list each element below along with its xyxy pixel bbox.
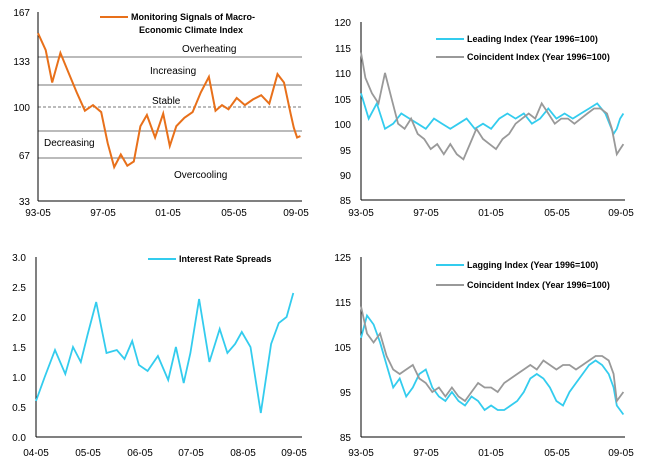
signals-ytick: 133 — [13, 57, 30, 68]
leading-ytick: 100 — [334, 120, 351, 131]
spreads-legend-label: Interest Rate Spreads — [179, 254, 272, 264]
lagging-xtick: 93-05 — [348, 448, 374, 459]
leading-ytick: 85 — [340, 196, 352, 207]
leading-ytick: 95 — [340, 146, 352, 157]
signals-xtick: 93-05 — [25, 208, 51, 219]
leading-legend-label: Leading Index (Year 1996=100) — [467, 34, 598, 44]
lagging-legend-label: Lagging Index (Year 1996=100) — [467, 260, 598, 270]
zone-label-overcooling: Overcooling — [174, 170, 227, 181]
coincident-index-line — [360, 52, 625, 161]
coincident-legend-label: Coincident Index (Year 1996=100) — [467, 280, 610, 290]
leading-chart: 120 115 110 105 100 95 90 85 93-05 97-05… — [334, 18, 634, 219]
lagging-ytick: 95 — [340, 388, 352, 399]
spreads-xtick: 09-05 — [281, 448, 307, 459]
lagging-index-line — [360, 313, 625, 416]
spreads-ytick: 3.0 — [12, 253, 26, 264]
leading-xtick: 01-05 — [478, 208, 504, 219]
leading-ytick: 120 — [334, 18, 351, 29]
zone-label-decreasing: Decreasing — [44, 138, 95, 149]
signals-xtick: 01-05 — [155, 208, 181, 219]
spreads-line — [35, 292, 295, 414]
spreads-xtick: 07-05 — [178, 448, 204, 459]
lagging-ytick: 125 — [334, 253, 351, 264]
signals-legend-line-2: Economic Climate Index — [139, 25, 243, 35]
leading-ytick: 90 — [340, 171, 352, 182]
leading-xtick: 97-05 — [413, 208, 439, 219]
leading-ytick: 105 — [334, 95, 351, 106]
spreads-ytick: 1.0 — [12, 373, 26, 384]
coincident-index-line — [360, 306, 625, 404]
signals-xtick: 05-05 — [221, 208, 247, 219]
signals-ytick: 67 — [19, 151, 31, 162]
leading-ytick: 110 — [335, 69, 351, 80]
lagging-ytick: 115 — [335, 298, 351, 309]
lagging-xtick: 01-05 — [478, 448, 504, 459]
lagging-xtick: 09-05 — [608, 448, 634, 459]
spreads-xtick: 04-05 — [23, 448, 49, 459]
leading-xtick: 09-05 — [608, 208, 634, 219]
lagging-chart: 125 115 105 95 85 93-05 97-05 01-05 05-0… — [334, 253, 634, 459]
spreads-ytick: 2.0 — [12, 313, 26, 324]
lagging-ytick: 105 — [334, 343, 351, 354]
coincident-legend-label: Coincident Index (Year 1996=100) — [467, 52, 610, 62]
signals-legend-line-1: Monitoring Signals of Macro- — [131, 12, 255, 22]
zone-label-overheating: Overheating — [182, 44, 236, 55]
signals-ytick: 167 — [13, 8, 30, 19]
spreads-ytick: 1.5 — [12, 343, 26, 354]
signals-xtick: 09-05 — [283, 208, 309, 219]
leading-xtick: 05-05 — [544, 208, 570, 219]
signals-series-line — [37, 32, 301, 170]
leading-xtick: 93-05 — [348, 208, 374, 219]
spreads-xtick: 06-05 — [127, 448, 153, 459]
leading-index-line — [360, 92, 625, 136]
lagging-xtick: 97-05 — [413, 448, 439, 459]
signals-xtick: 97-05 — [90, 208, 116, 219]
zone-label-stable: Stable — [152, 96, 181, 107]
zone-label-increasing: Increasing — [150, 66, 196, 77]
signals-chart: 167 133 100 67 33 93-05 97-05 01-05 05-0… — [13, 8, 309, 219]
spreads-ytick: 2.5 — [12, 283, 26, 294]
spreads-ytick: 0.5 — [12, 403, 26, 414]
spreads-ytick: 0.0 — [12, 433, 26, 444]
spreads-xtick: 08-05 — [230, 448, 256, 459]
signals-ytick: 100 — [13, 103, 30, 114]
signals-ytick: 33 — [19, 197, 31, 208]
lagging-xtick: 05-05 — [544, 448, 570, 459]
lagging-ytick: 85 — [340, 433, 352, 444]
spreads-chart: 3.0 2.5 2.0 1.5 1.0 0.5 0.0 04-05 05-05 … — [12, 253, 307, 459]
leading-ytick: 115 — [335, 44, 351, 55]
spreads-xtick: 05-05 — [75, 448, 101, 459]
